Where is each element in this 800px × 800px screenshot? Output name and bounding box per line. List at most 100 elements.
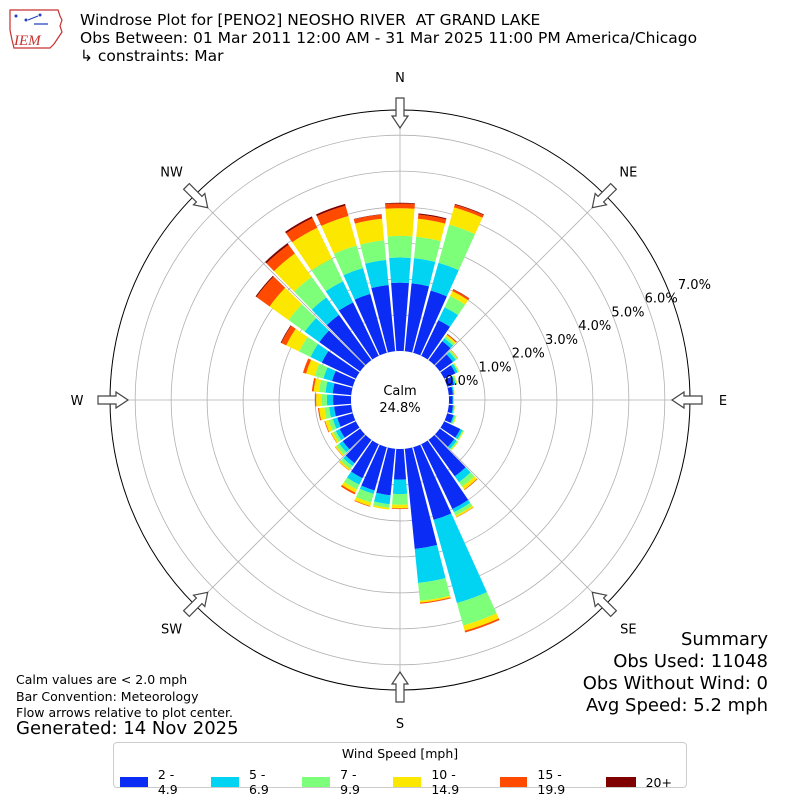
direction-label-s: S	[396, 717, 404, 732]
bar-segment	[280, 325, 292, 343]
bar-segment	[446, 334, 457, 343]
radial-tick: 2.0%	[512, 347, 545, 362]
bar-segment	[448, 396, 453, 404]
bar-segment	[374, 492, 391, 505]
calm-value: 24.8%	[379, 401, 420, 416]
bar-segment	[444, 295, 466, 315]
bar-segment	[324, 407, 331, 419]
bar-segment	[354, 497, 372, 507]
bar-segment	[450, 414, 455, 424]
bar-segment	[311, 258, 343, 292]
bar-segment	[453, 395, 455, 405]
bar-segment	[457, 430, 464, 440]
direction-label-w: W	[71, 394, 84, 409]
bar-segment	[404, 283, 430, 353]
bar-segment	[317, 408, 322, 421]
legend-label: 10 - 14.9	[431, 767, 460, 797]
bar-segment	[464, 618, 500, 633]
bar-segment	[392, 479, 408, 494]
legend-swatch	[605, 777, 636, 787]
legend-label: 2 - 4.9	[157, 767, 178, 797]
bar-segment	[404, 447, 438, 549]
chart-subtitle-constraints: ↳ constraints: Mar	[80, 47, 224, 65]
bar-segment	[321, 351, 360, 379]
bar-segment	[353, 214, 383, 224]
bar-segment	[340, 485, 356, 495]
bar-segment	[338, 302, 379, 360]
bar-segment	[430, 262, 459, 297]
bar-segment	[313, 378, 322, 392]
direction-arrow	[182, 182, 209, 209]
bar-segment	[346, 471, 363, 485]
bar-segment	[450, 441, 459, 451]
bar-segment	[299, 336, 318, 357]
bar-segment	[413, 290, 447, 356]
bar-segment	[450, 290, 469, 305]
legend-label: 20+	[645, 774, 672, 790]
bar-segment	[417, 214, 447, 224]
note-bar-convention: Bar Convention: Meteorology	[16, 689, 199, 704]
bar-segment	[452, 499, 471, 513]
note-flow-arrows: Flow arrows relative to plot center.	[16, 705, 233, 720]
bar-segment	[449, 440, 458, 450]
bar-segment	[331, 432, 339, 444]
bar-segment	[387, 235, 413, 258]
bar-segment	[314, 363, 328, 379]
bar-segment	[418, 578, 451, 601]
bar-segment	[455, 428, 463, 440]
bar-segment	[411, 258, 436, 287]
bar-segment	[452, 395, 454, 405]
bar-segment	[292, 227, 333, 271]
summary-title: Summary	[681, 629, 768, 650]
radial-tick: 1.0%	[479, 360, 512, 375]
bar-segment	[456, 507, 474, 518]
direction-arrow	[390, 97, 410, 130]
bar-segment	[333, 394, 352, 406]
summary-obs-without-wind: Obs Without Wind: 0	[582, 673, 768, 694]
polar-grid	[110, 110, 690, 690]
radial-tick: 4.0%	[578, 319, 611, 334]
bar-segment	[452, 375, 457, 385]
bar-segment	[266, 244, 295, 272]
bar-segment	[325, 381, 335, 394]
bar-segment	[256, 276, 286, 307]
bar-segment	[449, 207, 483, 235]
bar-segment	[294, 276, 327, 310]
legend-label: 15 - 19.9	[537, 767, 566, 797]
bar-segment	[413, 444, 452, 520]
legend-items: 2 - 4.9 5 - 6.9 7 - 9.9 10 - 14.9 15 - 19.9 2…	[118, 767, 686, 797]
bar-segment	[321, 216, 357, 254]
chart-title: Windrose Plot for [PENO2] NEOSHO RIVER A…	[80, 11, 541, 29]
bar-segment	[335, 445, 344, 456]
bar-segment	[360, 240, 387, 264]
bar-segment	[319, 330, 365, 372]
bar-segment	[453, 289, 470, 299]
radial-tick: 6.0%	[645, 292, 678, 307]
bar-segment	[330, 433, 337, 444]
bar-segment	[450, 363, 458, 374]
bar-segment	[391, 282, 409, 352]
bar-segment	[462, 476, 477, 490]
bar-segment	[454, 467, 471, 483]
bar-segment	[311, 378, 316, 392]
bar-segment	[323, 367, 336, 381]
bar-segment	[354, 500, 371, 507]
legend-label: 5 - 6.9	[248, 767, 269, 797]
bar-segment	[444, 336, 455, 346]
bar-segment	[451, 415, 456, 424]
bar-segment	[440, 421, 461, 438]
bar-segment	[450, 349, 459, 359]
bar-segment	[453, 502, 473, 516]
bar-segment	[435, 354, 453, 372]
bar-segment	[286, 328, 308, 352]
bar-segment	[281, 325, 296, 346]
bar-segment	[324, 420, 330, 433]
direction-label-ne: NE	[619, 166, 637, 181]
bar-segment	[332, 370, 356, 387]
bar-segment	[343, 455, 355, 467]
bar-segment	[335, 428, 345, 441]
bar-segment	[391, 508, 409, 510]
bar-segment	[454, 203, 484, 216]
bar-segment	[353, 214, 382, 220]
bar-segment	[329, 406, 336, 418]
